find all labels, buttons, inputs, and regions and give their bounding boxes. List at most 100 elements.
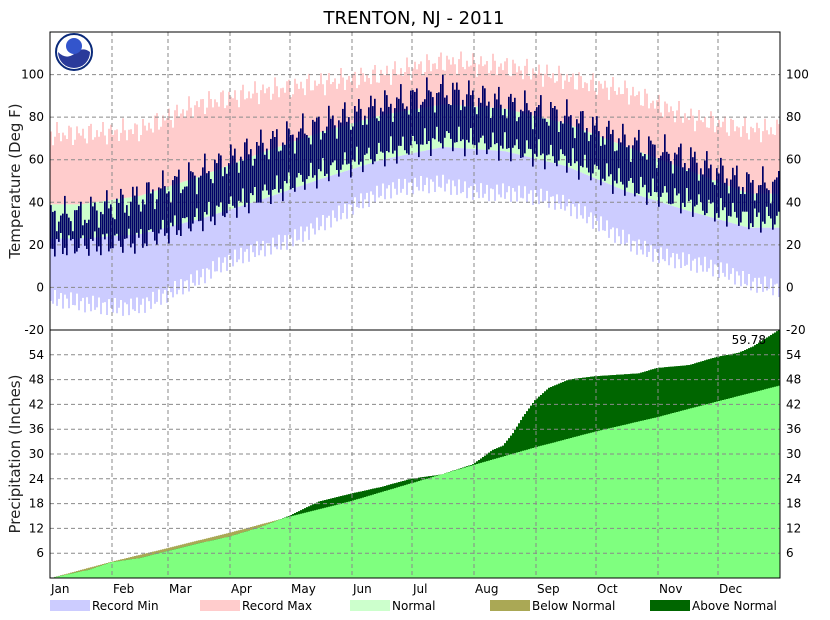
observed-temp-bar (112, 217, 114, 249)
observed-temp-bar (254, 158, 256, 187)
observed-temp-bar (578, 123, 580, 180)
observed-temp-bar (92, 206, 94, 241)
noaa-logo (55, 33, 93, 71)
legend-label: Record Max (242, 599, 312, 613)
observed-temp-bar (366, 124, 368, 154)
legend-label: Above Normal (692, 599, 777, 613)
observed-temp-bar (728, 193, 730, 216)
observed-temp-bar (286, 121, 288, 184)
observed-temp-bar (194, 175, 196, 217)
observed-temp-bar (644, 154, 646, 185)
observed-temp-bar (500, 104, 502, 146)
observed-temp-bar (752, 180, 754, 227)
observed-temp-bar (400, 84, 402, 146)
observed-temp-bar (484, 88, 486, 144)
observed-temp-bar (228, 163, 230, 204)
observed-temp-bar (732, 167, 734, 203)
temp-tick-left: 60 (29, 153, 44, 167)
observed-temp-bar (288, 128, 290, 173)
observed-temp-bar (356, 111, 358, 147)
observed-temp-bar (632, 145, 634, 183)
observed-temp-bar (622, 123, 624, 185)
observed-temp-bar (656, 168, 658, 193)
observed-temp-bar (692, 157, 694, 217)
observed-temp-bar (56, 231, 58, 240)
observed-temp-bar (708, 168, 710, 200)
observed-temp-bar (74, 210, 76, 254)
observed-temp-bar (706, 151, 708, 214)
observed-temp-bar (358, 99, 360, 165)
precip-total-label: 59.78 (732, 333, 766, 347)
observed-temp-bar (316, 117, 318, 189)
observed-temp-bar (78, 206, 80, 248)
observed-temp-bar (674, 152, 676, 189)
observed-temp-bar (118, 202, 120, 241)
observed-temp-bar (292, 134, 294, 188)
observed-temp-bar (522, 111, 524, 158)
observed-temp-bar (252, 165, 254, 196)
observed-temp-bar (240, 156, 242, 202)
observed-temp-bar (208, 171, 210, 202)
observed-temp-bar (294, 153, 296, 192)
observed-temp-bar (110, 204, 112, 249)
observed-temp-bar (100, 211, 102, 256)
observed-temp-bar (582, 111, 584, 168)
observed-temp-bar (150, 193, 152, 230)
legend-label: Below Normal (532, 599, 615, 613)
observed-temp-bar (382, 111, 384, 153)
observed-temp-bar (654, 144, 656, 192)
observed-temp-bar (274, 137, 276, 189)
observed-temp-bar (64, 195, 66, 248)
observed-temp-bar (72, 231, 74, 239)
observed-temp-bar (58, 221, 60, 242)
precip-tick-right: 12 (786, 521, 801, 535)
observed-temp-bar (178, 169, 180, 231)
month-tick-label: Apr (231, 582, 252, 596)
month-tick-label: Aug (475, 582, 498, 596)
observed-temp-bar (392, 121, 394, 154)
observed-temp-bar (556, 109, 558, 167)
observed-temp-bar (606, 126, 608, 164)
observed-temp-bar (504, 108, 506, 133)
observed-temp-bar (80, 201, 82, 239)
precipitation-axis-label: Precipitation (Inches) (6, 375, 24, 534)
observed-temp-bar (658, 158, 660, 207)
observed-temp-bar (480, 102, 482, 138)
observed-temp-bar (626, 147, 628, 188)
observed-temp-bar (90, 196, 92, 239)
temp-tick-left: -20 (24, 323, 44, 337)
legend-label: Normal (392, 599, 435, 613)
observed-temp-bar (132, 186, 134, 244)
observed-temp-bar (84, 219, 86, 246)
observed-temp-bar (540, 95, 542, 156)
observed-temp-bar (474, 107, 476, 146)
observed-temp-bar (756, 193, 758, 217)
observed-temp-bar (308, 137, 310, 177)
observed-temp-bar (446, 95, 448, 132)
month-tick-label: Dec (719, 582, 742, 596)
observed-temp-bar (718, 173, 720, 218)
observed-temp-bar (648, 136, 650, 193)
observed-temp-bar (248, 154, 250, 214)
observed-temp-bar (666, 151, 668, 193)
observed-temp-bar (620, 142, 622, 182)
temp-tick-right: 20 (786, 238, 801, 252)
observed-temp-bar (416, 88, 418, 145)
observed-temp-bar (130, 201, 132, 248)
observed-temp-bar (354, 106, 356, 162)
observed-temp-bar (310, 144, 312, 163)
precipitation-plot (50, 330, 780, 578)
observed-temp-bar (384, 90, 386, 167)
observed-temp-bar (334, 125, 336, 161)
observed-temp-bar (588, 141, 590, 173)
observed-temp-bar (768, 190, 770, 216)
observed-temp-bar (182, 189, 184, 218)
observed-temp-bar (340, 122, 342, 170)
observed-temp-bar (736, 165, 738, 218)
observed-temp-bar (546, 121, 548, 156)
observed-temp-bar (298, 131, 300, 173)
month-tick-label: May (291, 582, 316, 596)
observed-temp-bar (198, 177, 200, 222)
observed-temp-bar (560, 121, 562, 150)
observed-temp-bar (456, 82, 458, 143)
